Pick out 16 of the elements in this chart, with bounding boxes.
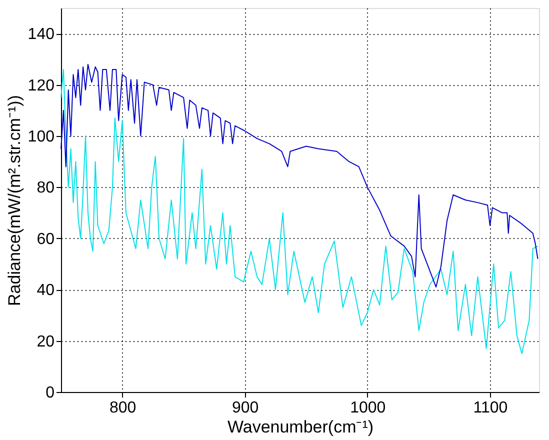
line-series bbox=[60, 68, 538, 354]
y-tick-label: 120 bbox=[28, 77, 55, 94]
line-series bbox=[60, 64, 538, 288]
x-tick-label: 800 bbox=[109, 400, 136, 416]
y-axis-title: Radiance(mW/(m².str.cm⁻¹)) bbox=[4, 95, 24, 306]
x-tick-label: 1000 bbox=[350, 400, 386, 416]
y-tick-label: 40 bbox=[36, 282, 55, 300]
y-tick-label: 0 bbox=[46, 384, 55, 402]
x-axis-title: Wavenumber(cm⁻¹) bbox=[227, 418, 374, 436]
x-tick-label: 1100 bbox=[473, 400, 508, 416]
y-tick-label: 140 bbox=[28, 26, 55, 44]
y-tick-label: 20 bbox=[36, 333, 55, 350]
x-tick-label: 900 bbox=[232, 400, 259, 416]
y-tick-label: 60 bbox=[36, 230, 55, 248]
y-tick-label: 100 bbox=[28, 128, 55, 146]
y-tick-label: 80 bbox=[36, 180, 55, 197]
